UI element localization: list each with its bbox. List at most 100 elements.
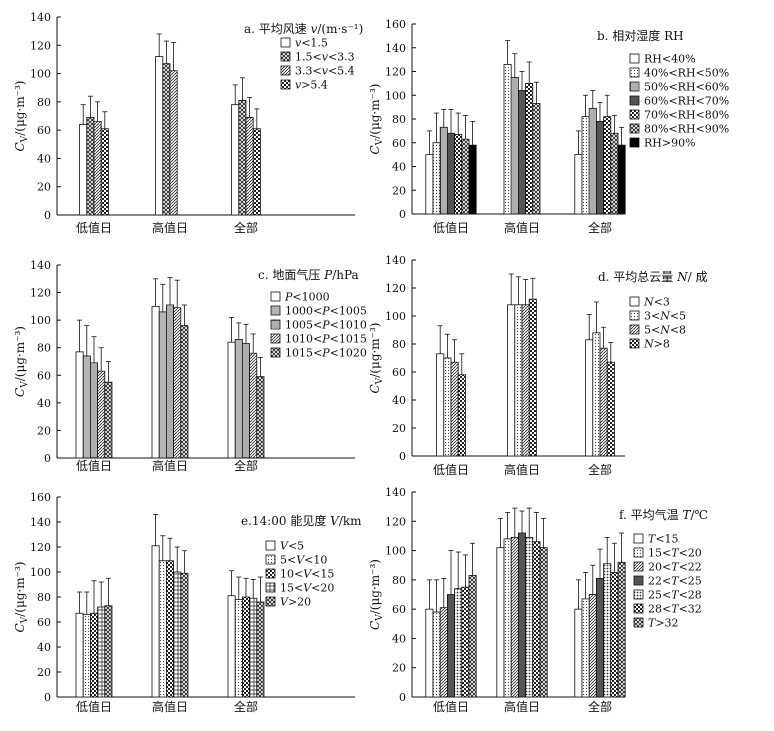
y-tick-label: 60: [392, 366, 406, 379]
y-axis-label: CV/(μg·m⁻³): [368, 84, 385, 155]
legend-label: 50%<RH<60%: [644, 81, 729, 94]
legend-swatch: [280, 37, 291, 48]
bar: [525, 82, 534, 215]
legend-label: V>20: [280, 596, 311, 609]
legend-label: 1.5<v<3.3: [295, 51, 355, 64]
legend-label: N<3: [643, 296, 670, 309]
y-tick-label: 80: [392, 113, 406, 126]
category-label: 全部: [234, 458, 258, 473]
bar: [173, 571, 182, 698]
bar: [581, 598, 590, 698]
bar: [432, 142, 441, 215]
bar: [86, 117, 95, 216]
bar: [432, 611, 441, 698]
y-axis-label: CV/(μg·m⁻³): [13, 326, 30, 397]
bar: [79, 124, 88, 216]
category-label: 低值日: [76, 220, 112, 235]
bar: [532, 541, 541, 698]
bar: [450, 361, 459, 457]
y-tick-label: 20: [392, 184, 406, 197]
bar: [510, 77, 519, 215]
legend-label: 25<T<28: [648, 589, 702, 602]
bar: [256, 376, 265, 459]
bar: [617, 144, 626, 215]
legend-swatch: [633, 547, 644, 558]
category-label: 高值日: [152, 458, 188, 473]
y-tick-label: 80: [37, 591, 51, 604]
bar: [443, 357, 452, 457]
legend-label: v>5.4: [295, 79, 328, 92]
y-tick-label: 0: [44, 691, 51, 704]
legend-label: 1000<P<1005: [285, 305, 367, 318]
y-tick-label: 160: [30, 491, 51, 504]
legend-swatch: [629, 67, 640, 78]
bar: [245, 117, 254, 216]
legend-label: v<1.5: [295, 37, 328, 50]
bar: [457, 374, 466, 457]
bar: [510, 536, 519, 698]
legend-label: RH<40%: [644, 53, 696, 66]
y-axis-label: CV/(μg·m⁻³): [368, 559, 385, 630]
y-tick-label: 60: [37, 616, 51, 629]
panel-title: f. 平均气温 T/℃: [619, 507, 708, 522]
bar: [514, 304, 523, 457]
panel-title: a. 平均风速 v/(m·s⁻¹): [244, 22, 363, 36]
legend-label: P<1000: [284, 291, 330, 304]
bar: [468, 575, 477, 698]
legend-label: 5<N<8: [644, 324, 686, 337]
legend-label: N>8: [643, 338, 670, 351]
y-axis-label: CV/(μg·m⁻³): [13, 562, 30, 633]
category-label: 低值日: [433, 699, 469, 714]
y-tick-label: 60: [392, 603, 406, 616]
legend-label: 60%<RH<70%: [644, 95, 729, 108]
bar: [596, 120, 605, 215]
bar: [90, 362, 99, 459]
bar: [507, 304, 516, 457]
legend-swatch: [633, 533, 644, 544]
y-tick-label: 80: [392, 574, 406, 587]
y-tick-label: 0: [44, 209, 51, 222]
bar: [503, 538, 512, 698]
legend-label: 40%<RH<50%: [644, 67, 729, 80]
bar: [155, 56, 164, 216]
y-tick-label: 120: [30, 39, 51, 52]
bar: [610, 572, 619, 698]
legend-swatch: [629, 296, 640, 307]
category-label: 低值日: [76, 458, 112, 473]
legend-swatch: [633, 617, 644, 628]
legend-label: 20<T<22: [648, 561, 702, 574]
bar: [603, 563, 612, 698]
bar: [97, 370, 106, 459]
bar: [162, 63, 171, 216]
bar: [234, 339, 243, 459]
legend-swatch: [629, 310, 640, 321]
bar: [158, 560, 167, 698]
y-tick-label: 120: [385, 515, 406, 528]
bar: [82, 614, 91, 698]
bar: [238, 100, 247, 216]
legend-swatch: [265, 596, 276, 607]
y-tick-label: 100: [30, 566, 51, 579]
legend-swatch: [265, 554, 276, 565]
bar: [256, 601, 265, 698]
legend-label: 5<V<10: [280, 554, 327, 567]
y-tick-label: 100: [385, 89, 406, 102]
y-tick-label: 20: [37, 666, 51, 679]
panel-f: 0 20 40 60 80 100 120 140 CV/(μg·m⁻³) 低值日 高值日 全部 f. …: [368, 486, 708, 714]
legend-swatch: [629, 123, 640, 134]
legend-swatch: [629, 338, 640, 349]
bar: [173, 307, 182, 459]
legend-label: 70%<RH<80%: [644, 109, 729, 122]
legend-swatch: [633, 561, 644, 572]
legend-swatch: [265, 540, 276, 551]
bar: [165, 560, 174, 698]
bar: [151, 305, 160, 459]
legend-label: 15<T<20: [648, 547, 702, 560]
bar: [249, 352, 258, 459]
y-axis-label: CV/(μg·m⁻³): [13, 81, 30, 152]
legend-label: 22<T<25: [648, 575, 702, 588]
legend-swatch: [270, 347, 281, 358]
bar: [165, 304, 174, 459]
y-tick-label: 100: [385, 310, 406, 323]
